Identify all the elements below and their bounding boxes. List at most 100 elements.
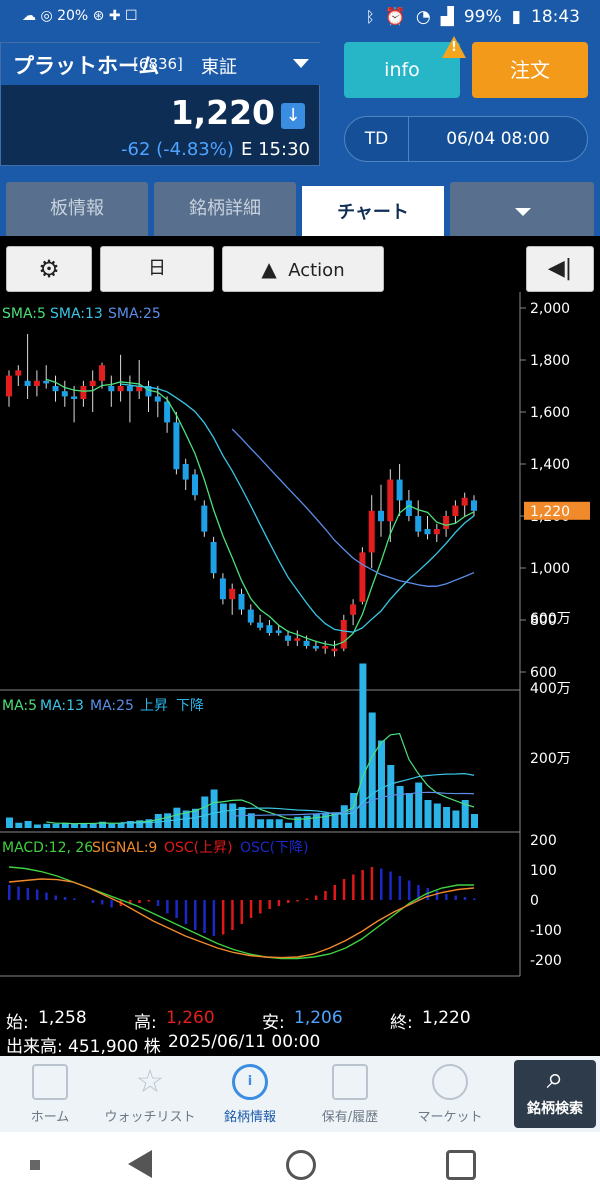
volume-bar [303, 815, 311, 828]
td-selector[interactable]: TD 06/04 08:00 [344, 116, 588, 162]
osc-bar [156, 900, 160, 906]
osc-bar [277, 900, 281, 906]
nav-stock-info[interactable]: i 銘柄情報 [200, 1062, 300, 1125]
candle [461, 497, 468, 506]
nav-market[interactable]: マーケット [400, 1062, 500, 1125]
osc-bar [110, 900, 113, 908]
legend-up: 上昇 [140, 698, 168, 714]
osc-bar [194, 900, 197, 930]
nav-home[interactable]: ホーム [0, 1062, 100, 1125]
osc-bar [352, 874, 355, 900]
alarm-icon: ⏰ [384, 7, 406, 27]
candle [303, 640, 310, 646]
nav-watchlist[interactable]: ☆ ウォッチリスト [100, 1062, 200, 1125]
stock-selector[interactable]: プラットホーム [6836] 東証 [1, 43, 321, 85]
nav-search[interactable]: ⌕ 銘柄検索 [514, 1060, 596, 1128]
osc-bar [128, 900, 132, 905]
high-value: 1,260 [166, 1008, 215, 1028]
candle [275, 630, 282, 633]
volume-bar [71, 823, 79, 828]
volume-bar [415, 782, 423, 828]
osc-bar [417, 885, 420, 900]
tab-board[interactable]: 板情報 [6, 182, 148, 236]
osc-bar [249, 900, 253, 918]
volume-bar [452, 810, 460, 828]
osc-bar [73, 898, 76, 900]
candle [443, 516, 450, 529]
candle [24, 380, 31, 386]
volume-bar [192, 808, 199, 828]
nav-holdings[interactable]: 保有/履歴 [300, 1062, 400, 1125]
vol-ma5-line [46, 732, 475, 825]
order-button[interactable]: 注文 [472, 42, 588, 98]
info-button[interactable]: info [344, 42, 460, 98]
volume-bar [173, 807, 181, 828]
osc-bar [203, 900, 206, 933]
volume-bar [285, 822, 292, 828]
candle [378, 510, 384, 522]
candle [331, 648, 338, 652]
osc-bar [91, 900, 95, 903]
osc-bar [231, 900, 234, 930]
volume-bar [117, 823, 125, 828]
volume-bar [99, 821, 106, 828]
period-button[interactable]: 日 [100, 246, 214, 292]
candle [219, 578, 226, 600]
status-left-icons: ☁ ◎ 20% ⊛ ✚ ☐ [22, 8, 138, 24]
chart-area[interactable]: ⚙ 日 ▲ Action ◀| SMA:5 SMA:13 SMA:25 MA:5… [0, 236, 600, 1056]
globe-icon [432, 1064, 468, 1100]
candle [210, 542, 217, 574]
price-tick-label: 2,000 [530, 301, 570, 317]
volume-bar [340, 805, 348, 828]
arrow-down-icon: ↓ [281, 103, 305, 129]
osc-bar [35, 889, 39, 900]
back-icon[interactable] [128, 1150, 152, 1178]
stock-exchange: 東証 [201, 57, 237, 78]
candle [15, 370, 22, 376]
osc-bar [398, 876, 402, 900]
osc-bar [445, 894, 448, 900]
osc-bar [138, 900, 141, 903]
recents-dot-icon[interactable] [30, 1160, 40, 1170]
nav-stock-info-label: 銘柄情報 [223, 1110, 276, 1125]
action-icon: ▲ [261, 257, 277, 281]
chevron-down-icon [293, 59, 309, 68]
info-cycle-icon: i [232, 1064, 268, 1100]
legend-signal: SIGNAL:9 [92, 840, 157, 856]
status-bar: ☁ ◎ 20% ⊛ ✚ ☐ ᛒ ⏰ ◔ ▟ 99% ▮ 18:43 [0, 0, 600, 36]
candle [452, 505, 459, 516]
notification-icons: ☁ ◎ 20% ⊛ ✚ ☐ [22, 8, 138, 24]
candle [229, 588, 236, 600]
volume-bar [433, 803, 441, 828]
osc-bar [463, 897, 467, 900]
volume-bar [145, 819, 153, 828]
overview-icon[interactable] [446, 1150, 476, 1180]
legend-sma5: SMA:5 [2, 306, 46, 322]
osc-bar [407, 880, 411, 900]
volume-bar [6, 817, 13, 828]
candle [108, 386, 115, 392]
volume-bar [266, 819, 274, 828]
sma13-line [120, 383, 475, 633]
settings-button[interactable]: ⚙ [6, 246, 92, 292]
status-right: ᛒ ⏰ ◔ ▟ 99% ▮ 18:43 [366, 7, 580, 27]
candle [471, 500, 477, 511]
home-icon[interactable] [286, 1150, 316, 1180]
battery-icon: ▮ [511, 7, 521, 27]
tab-detail[interactable]: 銘柄詳細 [154, 182, 296, 236]
battery-percent: 99% [463, 7, 502, 27]
last-price-badge [524, 501, 590, 520]
clock: 18:43 [531, 7, 580, 27]
stock-name: プラットホーム [13, 54, 160, 78]
candle [33, 380, 40, 386]
volume-bar [396, 786, 404, 828]
signal-icon: ▟ [440, 7, 454, 27]
volume-value: 451,900 株 [68, 1037, 161, 1057]
action-button[interactable]: ▲ Action [222, 246, 384, 292]
collapse-panel-button[interactable]: ◀| [526, 246, 594, 292]
osc-bar [63, 897, 67, 900]
candle [415, 516, 422, 532]
volume-tick-label: 400万 [530, 681, 571, 697]
osc-bar [305, 898, 309, 900]
tab-chart[interactable]: チャート [302, 182, 444, 236]
